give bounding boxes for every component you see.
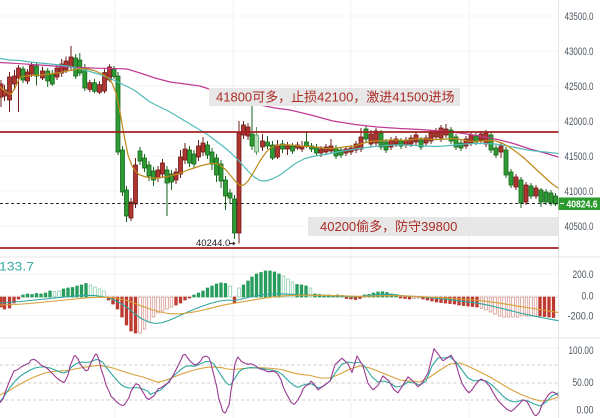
svg-text:42500.0: 42500.0 <box>565 81 594 93</box>
svg-text:50.00: 50.00 <box>573 377 594 389</box>
svg-text:0.0: 0.0 <box>582 291 594 303</box>
svg-text:0.00: 0.00 <box>577 405 594 417</box>
svg-text:43000.0: 43000.0 <box>565 46 594 58</box>
svg-text:40824.6: 40824.6 <box>567 199 598 210</box>
svg-text:40244.0: 40244.0 <box>196 238 230 249</box>
svg-text:-200.0: -200.0 <box>568 311 594 323</box>
svg-text:41500.0: 41500.0 <box>565 151 594 163</box>
svg-text:200.0: 200.0 <box>573 269 594 281</box>
svg-text:41800可多，止损42100，激进41500进场: 41800可多，止损42100，激进41500进场 <box>216 90 454 105</box>
svg-text:40200偷多，防守39800: 40200偷多，防守39800 <box>320 219 457 234</box>
svg-text:133.7: 133.7 <box>0 260 34 274</box>
svg-text:41000.0: 41000.0 <box>565 186 594 198</box>
svg-text:40500.0: 40500.0 <box>565 221 594 233</box>
svg-text:42000.0: 42000.0 <box>565 116 594 128</box>
svg-text:100.00: 100.00 <box>569 345 594 357</box>
svg-text:43500.0: 43500.0 <box>565 11 594 23</box>
